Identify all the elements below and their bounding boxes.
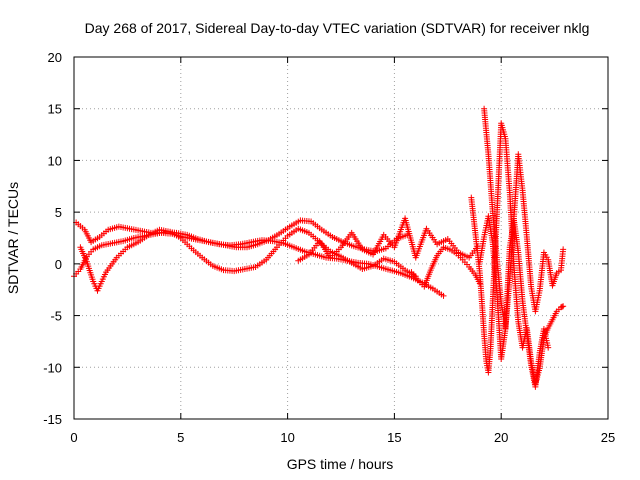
x-tick-label: 20 [494,430,508,445]
data-point [560,246,567,253]
data-point [560,303,567,310]
series-track3 [77,225,419,294]
data-point [440,292,447,299]
y-axis-label: SDTVAR / TECUs [5,182,21,294]
x-tick-label: 10 [280,430,294,445]
y-tick-label: 10 [48,153,62,168]
y-tick-label: 5 [55,205,62,220]
plot-frame [73,56,609,420]
y-tick-label: -10 [43,360,62,375]
y-tick-label: -15 [43,412,62,427]
x-tick-label: 5 [177,430,184,445]
data-point [545,344,552,351]
y-tick-label: 15 [48,102,62,117]
series-track8 [476,213,552,390]
y-tick-label: 20 [48,50,62,65]
series-track7 [481,105,567,331]
data-points [71,105,567,390]
y-tick-label: 0 [55,257,62,272]
y-tick-label: -5 [50,309,62,324]
x-axis-label: GPS time / hours [287,456,394,472]
axes: 0 5 10 15 20 25 -15 -10 -5 0 5 10 15 20 [43,50,615,445]
grid-lines [74,57,608,419]
data-point [559,303,566,310]
chart-title: Day 268 of 2017, Sidereal Day-to-day VTE… [85,20,590,36]
x-tick-label: 25 [601,430,615,445]
x-tick-label: 0 [70,430,77,445]
series-track4 [295,215,481,264]
x-tick-label: 15 [387,430,401,445]
